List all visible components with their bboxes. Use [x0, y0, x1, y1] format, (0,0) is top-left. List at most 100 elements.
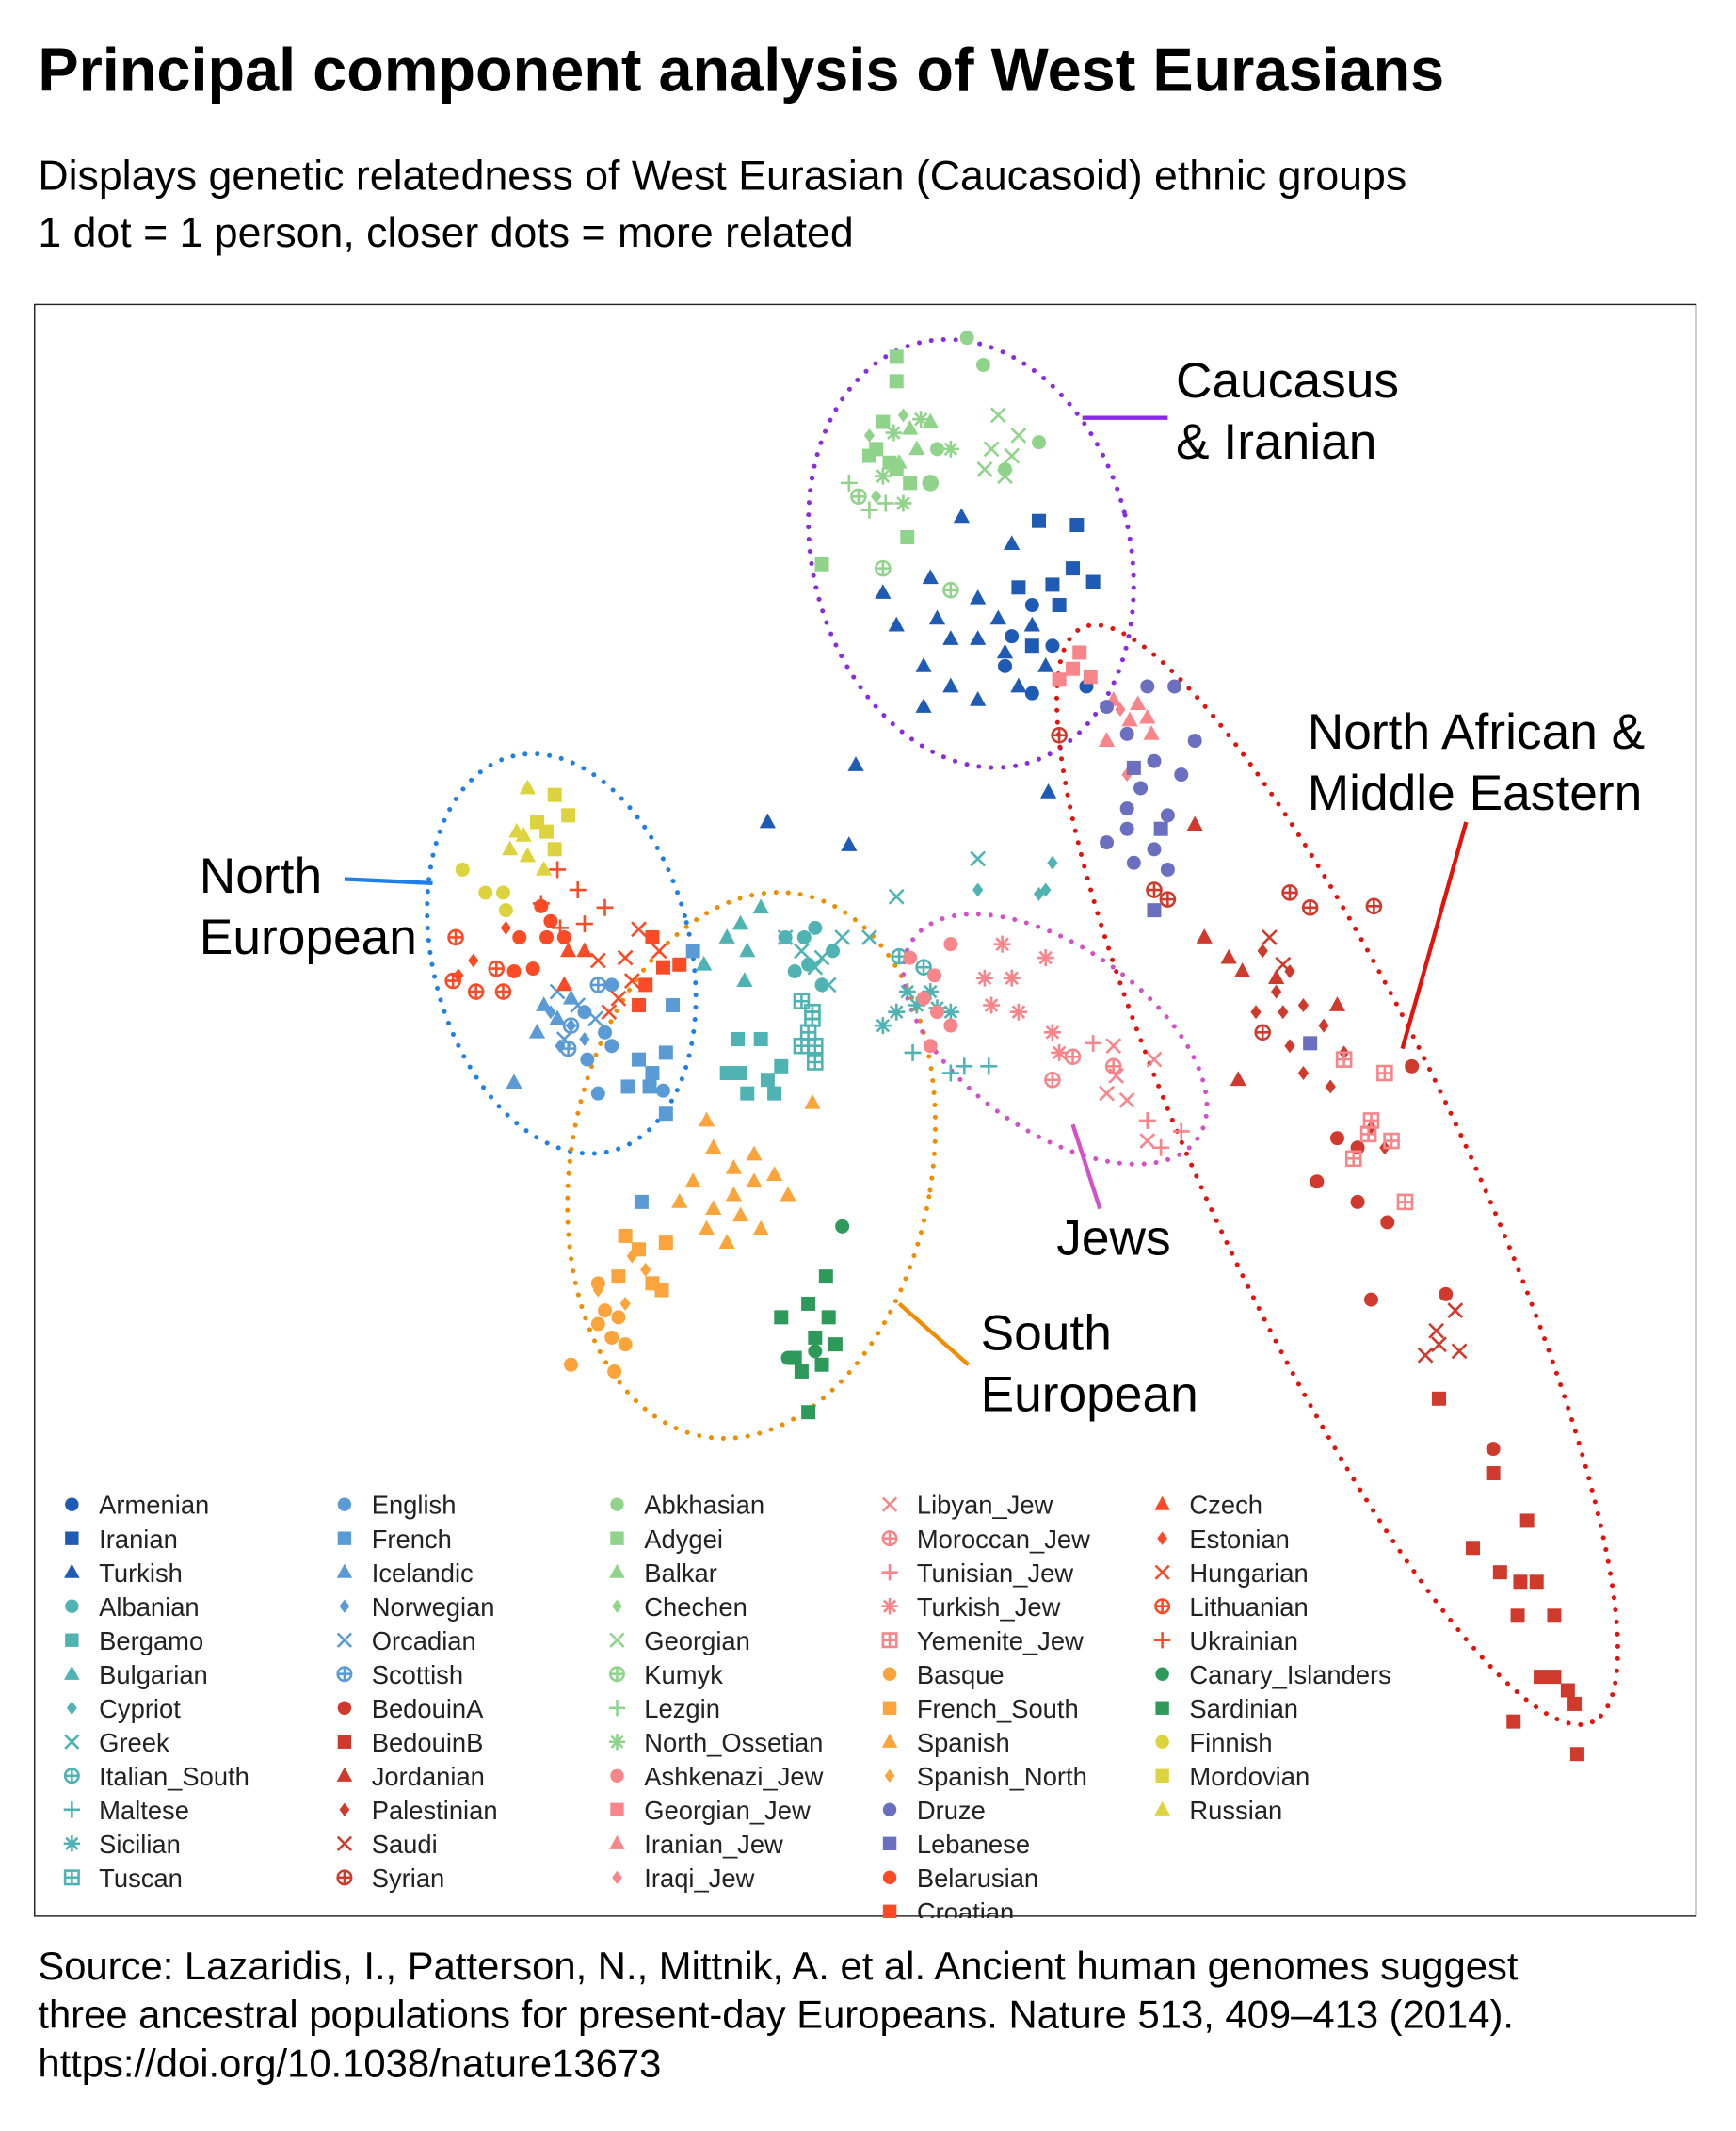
data-point [1466, 1541, 1481, 1556]
data-point [561, 808, 576, 823]
data-point [1310, 1174, 1325, 1189]
data-point [813, 949, 830, 966]
data-point [467, 983, 485, 1000]
data-point [1045, 577, 1060, 592]
legend-square-icon [882, 1701, 897, 1715]
data-point [1529, 1574, 1544, 1590]
data-point [801, 1405, 816, 1420]
data-point [725, 1159, 742, 1174]
data-point [1069, 518, 1085, 533]
data-point [1147, 842, 1162, 857]
data-point [547, 787, 562, 802]
data-point [943, 1018, 958, 1033]
legend-x-icon [64, 1734, 80, 1750]
series-tunisian-jew [1085, 1034, 1190, 1156]
data-point [1118, 1091, 1135, 1108]
legend-label: Czech [1189, 1491, 1262, 1520]
data-point [532, 895, 550, 912]
data-point [1032, 513, 1047, 528]
legend-item: Saudi [336, 1830, 438, 1859]
legend-label: Basque [917, 1660, 1005, 1689]
legend-item: BedouinA [337, 1694, 484, 1723]
legend-diamond-icon [1157, 1531, 1168, 1545]
series-palestinian [1250, 944, 1390, 1155]
series-druze [1100, 679, 1202, 877]
series-lebanese [1126, 760, 1318, 1051]
data-point [1432, 1391, 1446, 1406]
scatter-plot: Armenian Iranian Turkish Albanian Bergamo Bul… [63, 331, 1620, 1919]
source-doi-link[interactable]: https://doi.org/10.1038/nature13673 [38, 2042, 662, 2087]
data-point [814, 557, 829, 572]
data-point [804, 1093, 821, 1109]
legend-item: Georgian [609, 1626, 750, 1655]
data-point [519, 779, 537, 795]
data-point [889, 374, 904, 389]
legend-item: Iranian [65, 1525, 178, 1554]
data-point [1363, 1292, 1378, 1307]
data-point [975, 358, 990, 373]
series-yemenite-jew [1335, 1051, 1414, 1211]
data-point [515, 827, 532, 842]
data-point [1143, 725, 1160, 740]
series-north-ossetian [874, 411, 959, 512]
data-point [731, 1206, 749, 1222]
legend-item: Palestinian [339, 1796, 498, 1825]
legend-item: North_Ossetian [608, 1728, 823, 1757]
data-point [922, 983, 940, 1001]
data-point [1153, 821, 1168, 836]
data-point [506, 963, 522, 978]
series-french [620, 944, 700, 1209]
legend-boxplus-icon [63, 1869, 80, 1886]
legend-square-icon [882, 1904, 897, 1919]
legend-item: Basque [882, 1660, 1005, 1689]
legend-item: Sicilian [63, 1830, 181, 1859]
legend-square-icon [610, 1802, 624, 1816]
series-lezgin [840, 474, 894, 519]
legend-label: Moroccan_Jew [917, 1525, 1090, 1554]
south-european-ellipse [565, 890, 939, 1441]
data-point [1085, 1034, 1102, 1052]
data-point [1159, 891, 1177, 908]
data-point [1146, 881, 1163, 898]
data-point [767, 1086, 782, 1101]
legend-label: Kumyk [644, 1660, 723, 1689]
source-line-1: Source: Lazaridis, I., Patterson, N., Mi… [38, 1945, 1519, 1989]
data-point [1383, 1132, 1400, 1150]
series-kumyk [850, 475, 959, 599]
data-point [1098, 732, 1116, 747]
data-point [718, 1234, 735, 1249]
data-point [915, 959, 932, 976]
data-point [610, 990, 627, 1007]
data-point [642, 1079, 657, 1094]
data-point [1328, 996, 1346, 1011]
series-iranian [1011, 513, 1101, 654]
legend-item: BedouinB [337, 1728, 483, 1757]
data-point [793, 1037, 811, 1055]
data-point [632, 998, 647, 1012]
legend-item: Syrian [336, 1864, 444, 1893]
data-point [617, 949, 634, 966]
data-point [874, 1017, 892, 1035]
data-point [1121, 711, 1138, 727]
data-point [1297, 1066, 1310, 1081]
legend-label: Spanish_North [917, 1762, 1087, 1791]
data-point [1045, 638, 1060, 654]
data-point [875, 559, 892, 577]
legend-square-icon [882, 1836, 897, 1851]
data-point [1451, 1343, 1468, 1360]
data-point [942, 677, 959, 693]
legend-label: Sicilian [99, 1830, 181, 1859]
subtitle-line-2: 1 dot = 1 person, closer dots = more rel… [38, 208, 854, 257]
data-point [1447, 1302, 1464, 1319]
data-point [993, 935, 1011, 953]
data-point [1010, 677, 1027, 693]
data-point [983, 441, 1000, 458]
legend-item: Russian [1154, 1796, 1282, 1825]
data-point [528, 1023, 546, 1039]
data-point [731, 1032, 746, 1047]
legend-circle-icon [65, 1497, 79, 1511]
data-point [903, 950, 918, 965]
legend-item: Scottish [336, 1660, 463, 1689]
data-point [975, 969, 993, 987]
data-point [1303, 1036, 1318, 1051]
